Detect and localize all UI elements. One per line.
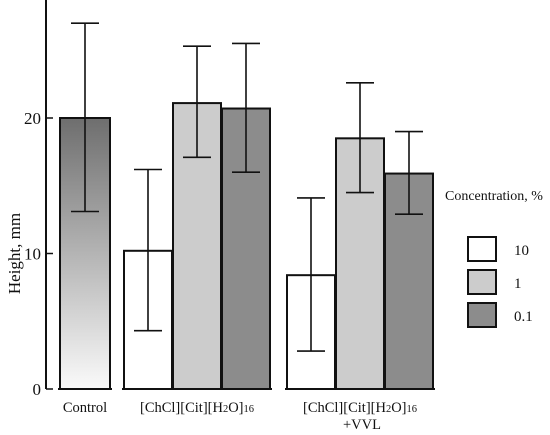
legend-swatch-10 (467, 236, 497, 262)
legend-label: 1 (514, 276, 522, 292)
legend-title: Concentration, % (445, 189, 543, 204)
legend-label: 10 (514, 243, 529, 259)
y-tick-label: 10 (24, 245, 41, 264)
legend-label: 0.1 (514, 309, 533, 325)
category-label: [ChCl][Cit][H2O]16 (140, 400, 254, 416)
y-axis-label: Height, mm (5, 213, 24, 294)
y-tick-label: 20 (24, 109, 41, 128)
category-label: Control (63, 400, 107, 416)
category-label: [ChCl][Cit][H2O]16 (303, 400, 417, 416)
y-tick-label: 0 (33, 380, 42, 399)
legend-swatch-1 (467, 269, 497, 295)
category-label-line2: +VVL (343, 417, 381, 433)
legend-swatch-0.1 (467, 302, 497, 328)
